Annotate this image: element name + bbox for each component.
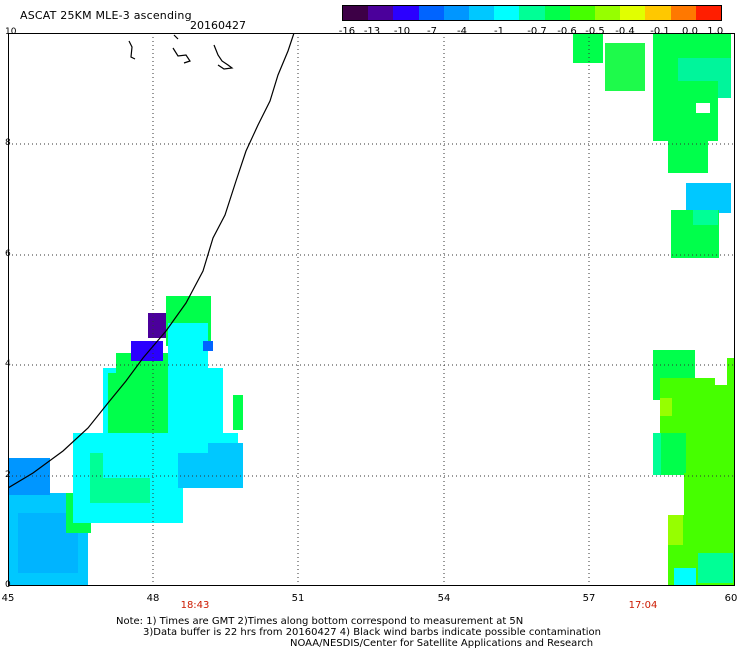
- island-outline: [213, 44, 234, 70]
- y-tick-label: 6: [5, 249, 11, 259]
- product-date: 20160427: [190, 19, 246, 32]
- color-swatch: [645, 6, 671, 20]
- color-swatch: [519, 6, 545, 20]
- x-tick-label: 57: [582, 593, 596, 604]
- swath-cell: [203, 341, 213, 351]
- coastline: [8, 33, 295, 489]
- map-plot: [8, 33, 735, 586]
- wind-swath-east: [573, 33, 735, 586]
- swath-cell: [573, 33, 603, 63]
- color-scale-label: -0.7: [527, 26, 547, 37]
- color-scale-label: 1.0: [707, 26, 724, 37]
- color-scale-label: -13: [363, 26, 381, 37]
- color-swatch: [443, 6, 470, 20]
- color-swatch: [544, 6, 570, 20]
- color-swatch: [368, 6, 394, 20]
- color-swatch: [418, 6, 444, 20]
- color-swatch: [393, 6, 419, 20]
- x-tick-label: 54: [437, 593, 451, 604]
- color-scale-label: 0.0: [682, 26, 698, 37]
- swath-cell: [653, 433, 661, 475]
- y-tick-label: 4: [5, 359, 11, 369]
- y-tick-label: 2: [5, 470, 11, 480]
- swath-cell: [108, 373, 168, 433]
- swath-cell: [660, 398, 672, 416]
- y-tick-label: 10: [5, 27, 17, 37]
- swath-cell: [148, 313, 166, 338]
- swath-cell: [693, 210, 718, 225]
- grid-lines: [8, 33, 735, 586]
- y-tick-label: 0: [5, 580, 11, 590]
- swath-cell: [233, 395, 243, 430]
- swath-cell: [168, 323, 208, 453]
- x-tick-label: 48: [146, 593, 160, 604]
- color-swatch: [595, 6, 621, 20]
- color-swatch: [569, 6, 596, 20]
- x-tick-label: 45: [1, 593, 15, 604]
- swath-cell: [698, 553, 733, 583]
- island-outline: [172, 47, 191, 64]
- color-swatch: [695, 6, 722, 20]
- x-tick-label: 51: [291, 593, 305, 604]
- x-tick-label: 60: [724, 593, 738, 604]
- island-outline: [128, 40, 136, 60]
- color-scale-label: -1: [494, 26, 504, 37]
- color-scale-label: -0.5: [585, 26, 605, 37]
- note-line-2: 3)Data buffer is 22 hrs from 20160427 4)…: [143, 627, 601, 638]
- color-scale-label: -7: [427, 26, 437, 37]
- plot-frame: [8, 33, 735, 586]
- color-scale-label: -4: [457, 26, 467, 37]
- color-scale-label: -0.4: [615, 26, 635, 37]
- y-tick-label: 8: [5, 138, 11, 148]
- island-outline: [173, 34, 179, 40]
- swath-cell: [674, 568, 696, 586]
- swath-cell: [686, 183, 731, 213]
- color-swatch: [620, 6, 646, 20]
- coastline-path: [8, 33, 295, 489]
- wind-swath-west: [8, 296, 243, 586]
- note-line-1: Note: 1) Times are GMT 2)Times along bot…: [116, 616, 524, 627]
- color-scale-label: -16: [338, 26, 356, 37]
- swath-cell: [696, 103, 710, 113]
- swath-cell: [727, 358, 735, 428]
- swath-cell: [684, 473, 735, 518]
- color-scale-labels: -16 -13 -10 -7 -4 -1 -0.7 -0.6 -0.5 -0.4 -0.1 0.0 1.…: [338, 26, 724, 38]
- note-line-3: NOAA/NESDIS/Center for Satellite Applica…: [290, 638, 594, 649]
- pass-time-label: 18:43: [180, 600, 210, 611]
- color-scale-label: -0.6: [557, 26, 577, 37]
- swath-cell: [668, 515, 683, 545]
- swath-cell: [668, 133, 708, 173]
- color-scale-label: -10: [393, 26, 411, 37]
- color-scale-bar: [342, 5, 722, 21]
- product-title: ASCAT 25KM MLE-3 ascending: [20, 9, 192, 22]
- color-scale-label: -0.1: [650, 26, 670, 37]
- swath-cell: [686, 385, 735, 475]
- color-swatch: [469, 6, 495, 20]
- pass-time-label: 17:04: [628, 600, 658, 611]
- color-swatch: [670, 6, 696, 20]
- swath-cell: [605, 43, 645, 91]
- color-swatch: [343, 6, 369, 20]
- color-swatch: [494, 6, 520, 20]
- swath-cell: [131, 341, 163, 361]
